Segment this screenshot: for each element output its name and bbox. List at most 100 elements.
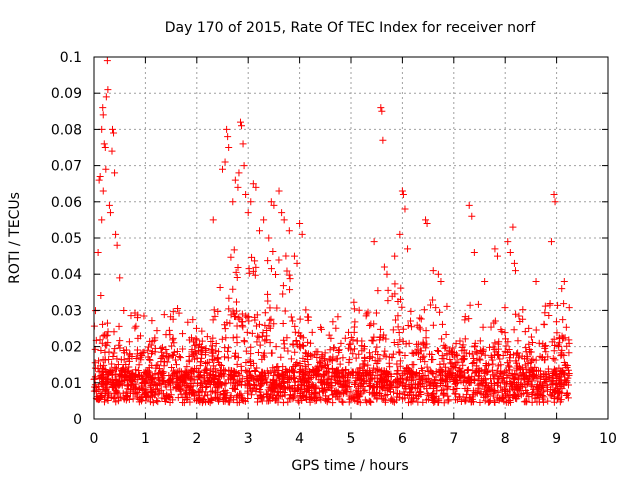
data-point xyxy=(213,354,221,362)
data-point xyxy=(108,147,116,155)
data-point xyxy=(506,379,514,387)
data-point xyxy=(304,356,312,364)
data-point xyxy=(285,227,293,235)
data-point xyxy=(449,386,457,394)
data-point xyxy=(266,396,274,404)
data-point xyxy=(380,331,388,339)
data-point xyxy=(227,253,235,261)
data-point xyxy=(162,331,170,339)
data-point xyxy=(559,369,567,377)
data-point xyxy=(118,366,126,374)
data-point xyxy=(163,350,171,358)
data-point xyxy=(528,377,536,385)
data-point xyxy=(220,372,228,380)
data-point xyxy=(275,187,283,195)
data-point xyxy=(419,340,427,348)
data-point xyxy=(170,339,178,347)
data-point xyxy=(287,313,295,321)
data-point xyxy=(225,144,233,151)
data-point xyxy=(491,372,499,380)
data-point xyxy=(443,385,451,393)
data-point xyxy=(363,368,371,376)
data-point xyxy=(206,399,214,407)
data-point xyxy=(328,364,336,372)
data-point xyxy=(174,304,182,312)
data-point xyxy=(166,394,174,402)
data-point xyxy=(175,384,183,392)
data-point xyxy=(542,342,550,350)
data-point xyxy=(307,339,315,347)
data-point xyxy=(265,234,273,242)
data-point xyxy=(110,129,118,137)
data-point xyxy=(240,162,248,170)
data-point xyxy=(231,176,239,184)
data-point xyxy=(409,376,417,384)
data-point xyxy=(503,374,511,382)
x-tick-label: 8 xyxy=(501,431,510,447)
data-point xyxy=(284,347,292,355)
data-point xyxy=(421,371,429,379)
data-point xyxy=(97,346,105,354)
data-point xyxy=(431,397,439,405)
data-point xyxy=(325,355,333,363)
data-point xyxy=(412,348,420,356)
data-point xyxy=(285,271,293,279)
x-tick-label: 0 xyxy=(90,431,99,447)
data-point xyxy=(319,370,327,378)
data-point xyxy=(372,348,380,356)
x-tick-label: 2 xyxy=(192,431,201,447)
data-point xyxy=(506,378,514,386)
data-point xyxy=(116,337,124,345)
data-point xyxy=(153,327,161,335)
data-point xyxy=(158,348,166,356)
data-point xyxy=(374,357,382,365)
data-point xyxy=(230,246,238,254)
data-point xyxy=(502,380,510,388)
data-point xyxy=(256,341,264,349)
data-point xyxy=(399,191,407,199)
data-point xyxy=(129,395,137,403)
data-point xyxy=(522,344,530,352)
data-point xyxy=(103,319,111,327)
x-tick-labels: 0 1 2 3 4 5 6 7 8 9 10 xyxy=(90,431,617,447)
data-point xyxy=(179,379,187,387)
data-point xyxy=(221,353,229,361)
data-point xyxy=(104,328,112,336)
data-point xyxy=(541,302,549,310)
data-point xyxy=(388,292,396,300)
data-point xyxy=(372,309,380,317)
data-point xyxy=(457,377,465,385)
data-point xyxy=(514,337,522,345)
data-point xyxy=(556,389,564,397)
data-point xyxy=(148,317,156,325)
data-point xyxy=(256,392,264,400)
data-point xyxy=(330,344,338,352)
data-point xyxy=(345,382,353,390)
data-point xyxy=(261,337,269,345)
data-point xyxy=(423,385,431,393)
data-point xyxy=(396,230,404,238)
data-point xyxy=(147,389,155,397)
data-point xyxy=(103,57,111,65)
y-tick-label: 0.01 xyxy=(51,376,82,392)
data-point xyxy=(473,368,481,376)
data-point xyxy=(233,377,241,385)
data-point xyxy=(169,351,177,359)
data-point xyxy=(331,373,339,381)
data-point xyxy=(550,365,558,373)
data-point xyxy=(482,367,490,375)
data-point xyxy=(435,347,443,355)
data-point xyxy=(147,392,155,400)
data-point xyxy=(289,340,297,348)
data-point xyxy=(190,368,198,376)
data-point xyxy=(455,374,463,382)
data-point xyxy=(523,355,531,363)
data-point xyxy=(99,320,107,328)
data-point xyxy=(417,355,425,363)
data-point xyxy=(558,285,566,293)
data-point xyxy=(249,180,257,188)
data-point xyxy=(444,367,452,375)
data-point xyxy=(273,304,281,312)
x-tick-label: 6 xyxy=(398,431,407,447)
data-point xyxy=(452,390,460,398)
